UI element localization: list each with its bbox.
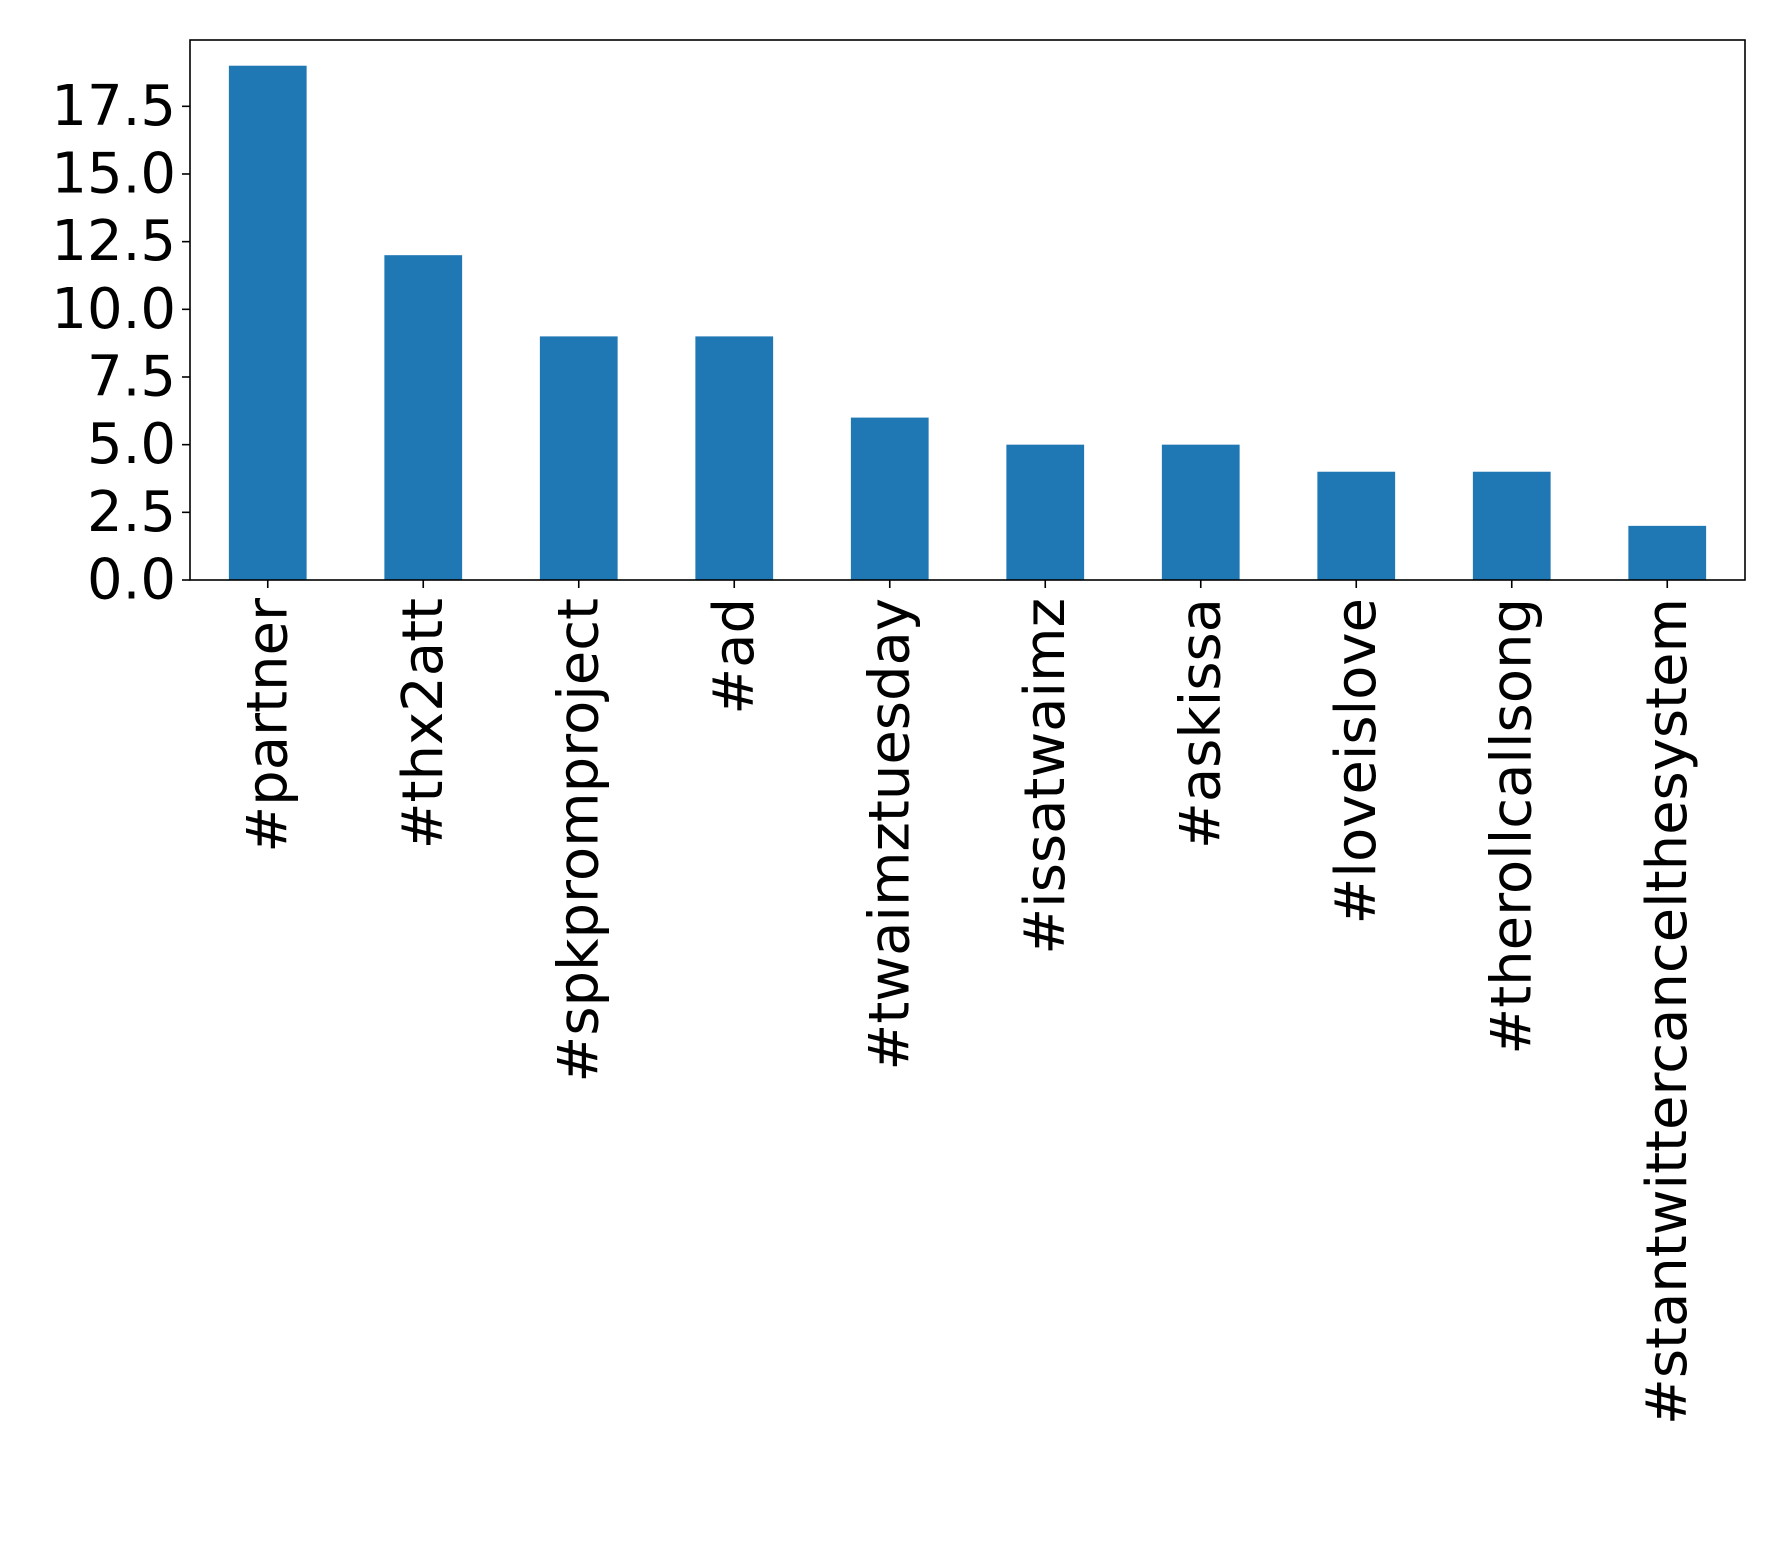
x-axis: #partner #thx2att #spkpromproject #ad #twaim… [235, 580, 1700, 1425]
y-axis: 0.02.55.07.510.012.515.017.5 [51, 74, 190, 613]
y-tick-label: 5.0 [87, 412, 176, 477]
x-tick-label: #thx2att [391, 598, 456, 849]
y-tick-label: 7.5 [87, 344, 176, 409]
y-tick-label: 15.0 [51, 141, 176, 206]
x-tick-label: #loveislove [1324, 598, 1389, 924]
y-tick-label: 10.0 [51, 277, 176, 342]
bars-group [228, 65, 1707, 580]
bar [1628, 525, 1707, 580]
bar [1006, 444, 1085, 580]
x-tick-label: #partner [235, 597, 300, 853]
bar [539, 336, 618, 580]
y-tick-label: 0.0 [87, 548, 176, 613]
x-tick-label: #twaimztuesday [857, 598, 922, 1071]
bar [695, 336, 774, 580]
y-tick-label: 12.5 [51, 209, 176, 274]
bar [1472, 471, 1551, 580]
bar [384, 255, 463, 580]
y-tick-label: 2.5 [87, 480, 176, 545]
bar [850, 417, 929, 580]
bar [228, 65, 307, 580]
plot-area-frame [189, 39, 1746, 581]
x-tick-label: #therollcallsong [1479, 598, 1544, 1055]
y-tick-label: 17.5 [51, 74, 176, 139]
x-tick-label: #spkpromproject [546, 598, 611, 1083]
x-tick-label: #issatwaimz [1013, 598, 1078, 955]
x-tick-label: #stantwittercancelthesystem [1635, 598, 1700, 1425]
x-tick-label: #askissa [1168, 598, 1233, 849]
x-tick-label: #ad [702, 598, 767, 715]
bar [1161, 444, 1240, 580]
bar [1317, 471, 1396, 580]
